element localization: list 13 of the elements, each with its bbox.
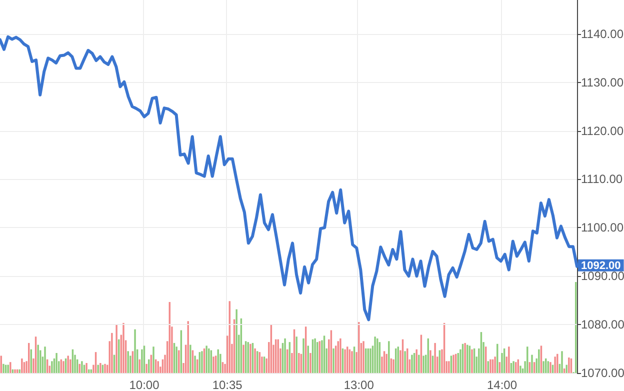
x-tick-label: 10:00 — [129, 378, 160, 391]
y-tick-label: 1100.00 — [581, 220, 624, 235]
y-tick-label: 1110.00 — [581, 172, 623, 186]
x-tick-label: 14:00 — [486, 378, 518, 391]
x-tick-label: 13:00 — [344, 378, 374, 391]
y-tick-label: 1070.00 — [581, 366, 624, 380]
y-tick-label: 1130.00 — [581, 75, 624, 90]
text: 1092.00 — [581, 260, 621, 272]
y-tick-label: 1140.00 — [581, 26, 624, 41]
x-tick-label: 10:35 — [212, 378, 243, 391]
y-tick-label: 1080.00 — [581, 318, 624, 332]
y-tick-label: 1120.00 — [581, 124, 624, 138]
y-tick-label: 1090.00 — [581, 269, 624, 284]
